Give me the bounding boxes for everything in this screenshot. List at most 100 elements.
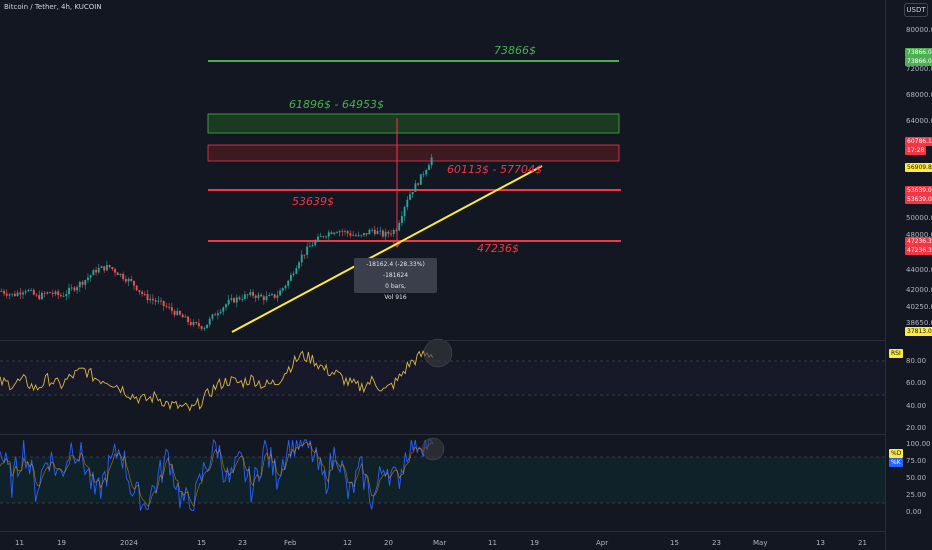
- price-tag: 73866.0: [905, 48, 932, 57]
- candle-body: [49, 292, 52, 294]
- candle-body: [73, 287, 76, 291]
- stoch-tick: 0.00: [906, 508, 922, 516]
- time-label: 19: [530, 539, 539, 547]
- candle-body: [46, 292, 49, 294]
- currency-button[interactable]: USDT: [904, 3, 928, 17]
- time-label: May: [753, 539, 768, 547]
- candle-body: [254, 295, 257, 298]
- candle-body: [141, 291, 144, 295]
- stoch-separator[interactable]: [0, 434, 885, 435]
- candle-body: [330, 232, 333, 235]
- candle-body: [257, 294, 260, 298]
- candle-body: [409, 194, 411, 200]
- candle-body: [16, 292, 19, 297]
- candle-body: [11, 293, 14, 295]
- stoch-d-badge: %D: [889, 449, 904, 458]
- candle-body: [346, 231, 349, 234]
- price-tick: 64000.0: [906, 117, 932, 125]
- candle-body: [368, 229, 371, 235]
- candle-body: [241, 299, 244, 300]
- stoch-tick: 100.00: [906, 440, 931, 448]
- candle-body: [216, 313, 219, 316]
- candle-body: [65, 294, 68, 296]
- candle-body: [327, 232, 330, 237]
- candle-body: [225, 304, 227, 308]
- time-label: 2024: [120, 539, 138, 547]
- candle-body: [335, 232, 338, 234]
- candle-body: [19, 292, 22, 295]
- last-price-tag: 60786.1: [905, 137, 932, 146]
- candle-body: [306, 246, 309, 255]
- candle-body: [252, 292, 254, 296]
- candle-body: [281, 288, 284, 291]
- price-tag: 37813.0: [905, 327, 932, 336]
- rsi-separator[interactable]: [0, 340, 885, 341]
- candle-body: [149, 298, 152, 301]
- candle-body: [273, 294, 276, 298]
- price-tag: 47236.3: [905, 237, 932, 246]
- candle-body: [143, 294, 146, 295]
- rsi-tick: 20.00: [906, 424, 927, 432]
- candle-body: [246, 294, 249, 296]
- candle-body: [92, 270, 95, 276]
- price-candles: [0, 153, 433, 332]
- candle-body: [189, 322, 192, 325]
- candle-body: [119, 273, 122, 276]
- green-zone-label: 61896$ - 64953$: [289, 98, 384, 111]
- candle-body: [268, 294, 271, 297]
- candle-body: [303, 254, 306, 256]
- price-tick: 38650.0: [906, 319, 932, 327]
- time-label: 23: [238, 539, 247, 547]
- candle-body: [27, 290, 30, 292]
- candle-body: [352, 235, 355, 237]
- candle-body: [0, 291, 3, 292]
- candle-body: [403, 207, 406, 217]
- candle-body: [103, 266, 106, 271]
- candle-body: [76, 287, 79, 291]
- candle-body: [95, 270, 98, 273]
- candle-body: [292, 273, 295, 275]
- price-axis[interactable]: 80000.0 72000.0 68000.0 64000.0 50000.0 …: [885, 0, 932, 550]
- tooltip-bars: 0 bars,: [385, 283, 406, 290]
- candle-body: [271, 294, 273, 296]
- candle-body: [157, 300, 160, 302]
- candle-body: [425, 169, 428, 175]
- candle-body: [122, 273, 125, 280]
- candle-body: [81, 282, 84, 285]
- price-tick: 42000.0: [906, 286, 932, 294]
- candle-body: [70, 287, 73, 289]
- candle-body: [341, 231, 344, 233]
- chart-canvas[interactable]: [0, 0, 885, 531]
- stoch-d-line: [0, 441, 434, 508]
- candle-body: [22, 292, 24, 295]
- candle-body: [114, 269, 116, 273]
- candle-body: [200, 326, 203, 329]
- price-tag: 73866.0: [905, 57, 932, 66]
- candle-body: [379, 230, 382, 232]
- trendline[interactable]: [231, 165, 543, 333]
- candle-body: [314, 240, 317, 246]
- red-zone[interactable]: [207, 144, 620, 162]
- measure-arrow: [392, 241, 402, 248]
- rsi-tick: 40.00: [906, 402, 927, 410]
- candle-body: [325, 236, 328, 238]
- candle-body: [317, 236, 319, 241]
- candle-body: [354, 235, 357, 237]
- candle-body: [308, 246, 311, 248]
- candle-body: [13, 293, 16, 297]
- candle-body: [222, 307, 225, 312]
- candle-body: [230, 298, 233, 300]
- green-zone[interactable]: [207, 113, 620, 134]
- time-label: 11: [15, 539, 24, 547]
- candle-body: [160, 300, 162, 302]
- tooltip-volume: Vol 916: [384, 294, 407, 301]
- candle-body: [406, 199, 409, 208]
- candle-body: [179, 310, 181, 315]
- candle-body: [84, 280, 87, 285]
- time-axis[interactable]: 11 19 2024 15 23 Feb 12 20 Mar 11 19 Apr…: [0, 531, 885, 550]
- candle-body: [260, 294, 263, 297]
- candle-body: [184, 316, 187, 318]
- candle-body: [187, 316, 190, 323]
- candle-body: [298, 262, 300, 269]
- candle-body: [322, 236, 325, 237]
